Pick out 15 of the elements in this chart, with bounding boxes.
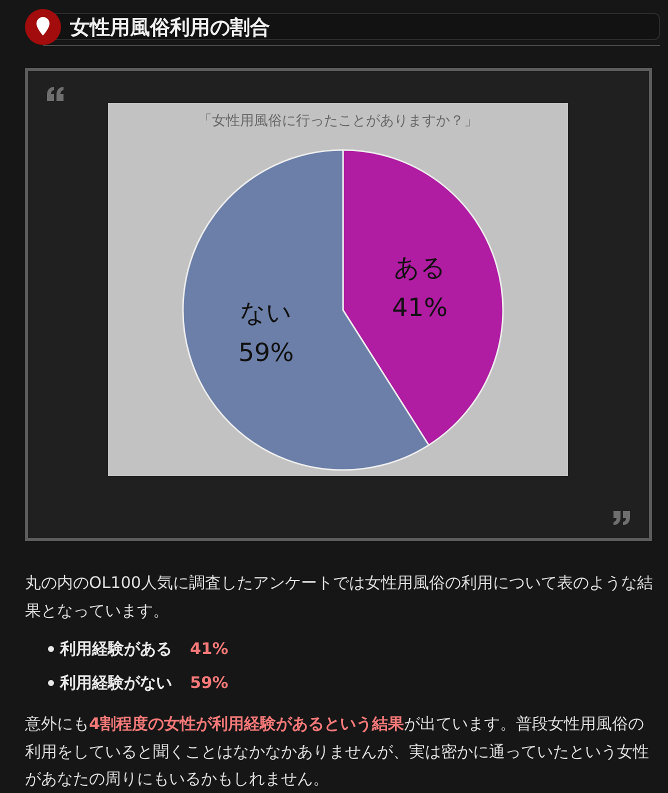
text: 利用経験がない <box>60 673 172 692</box>
text: 4割程度の女性が利用経験があるという結果 <box>89 714 404 733</box>
text: 41% <box>190 639 228 658</box>
chart-subtitle: 「女性用風俗に行ったことがありますか？」 <box>197 112 479 130</box>
text: が出ています。普段女性用風俗の <box>404 714 644 733</box>
slice-label: ある <box>394 253 446 282</box>
slice-label: ない <box>240 298 292 327</box>
chart-title: 女性用風俗利用の割合 <box>70 14 270 41</box>
data-label: 41% <box>392 293 448 322</box>
text: 利用経験がある <box>60 639 172 658</box>
data-label: 59% <box>238 338 294 367</box>
text: 丸の内のOL100人気に調査したアンケートでは女性用風俗の利用について表のような結果となっています。 <box>25 572 654 622</box>
text: 利用をしていると聞くことはなかなかありませんが、実は密かに通っていたという女性があなたの周りにもいるかもしれません。 <box>25 740 650 790</box>
text: 59% <box>190 673 228 692</box>
text: 意外にも <box>25 714 89 733</box>
